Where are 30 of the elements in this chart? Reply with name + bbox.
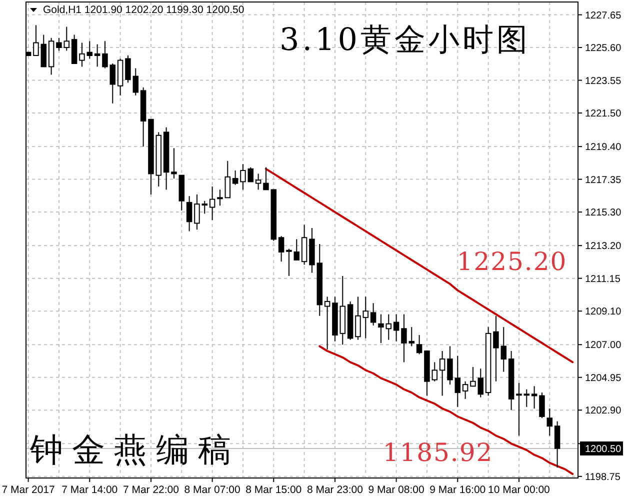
ref-line-label: 1200.50: [580, 441, 623, 456]
x-tick-label: 9 Mar 16:00: [430, 484, 486, 496]
x-tick-label: 7 Mar 22:00: [122, 484, 180, 496]
y-tick-label: 1209.10: [585, 306, 622, 318]
x-tick-label: 7 Mar 14:00: [62, 484, 118, 496]
annotation: 1185.92: [382, 438, 494, 467]
y-tick-label: 1202.90: [585, 406, 622, 417]
y-tick-label: 1223.55: [585, 76, 622, 87]
y-tick-label: 1227.65: [585, 10, 622, 22]
annotation: 钟金燕编稿: [29, 430, 240, 469]
chart-title: Gold,H1 1201.90 1202.20 1199.30 1200.50: [43, 4, 244, 16]
x-tick-label: 8 Mar 07:00: [184, 484, 240, 496]
x-tick-label: 8 Mar 23:00: [306, 484, 364, 496]
y-tick-label: 1221.50: [585, 108, 622, 120]
x-tick-label: 7 Mar 2017: [2, 484, 56, 496]
y-tick-label: 1215.30: [585, 208, 622, 219]
x-tick-label: 8 Mar 15:00: [246, 484, 302, 496]
y-tick-label: 1217.35: [585, 174, 622, 186]
x-tick-label: 10 Mar 00:00: [488, 484, 550, 496]
x-tick-label: 9 Mar 08:00: [368, 484, 424, 496]
y-tick-label: 1198.75: [585, 472, 621, 483]
y-tick-label: 1213.20: [585, 241, 622, 252]
text: 3.10黄金小时图: [279, 22, 531, 58]
y-tick-label: 1204.95: [585, 372, 622, 384]
ref-line-label: 1200.50: [585, 444, 622, 455]
y-tick-label: 1225.60: [585, 43, 622, 54]
y-tick-label: 1211.15: [585, 274, 621, 285]
annotation: 1225.20: [456, 247, 568, 276]
y-tick-label: 1219.40: [585, 142, 622, 154]
y-tick-label: 1207.00: [585, 340, 622, 352]
